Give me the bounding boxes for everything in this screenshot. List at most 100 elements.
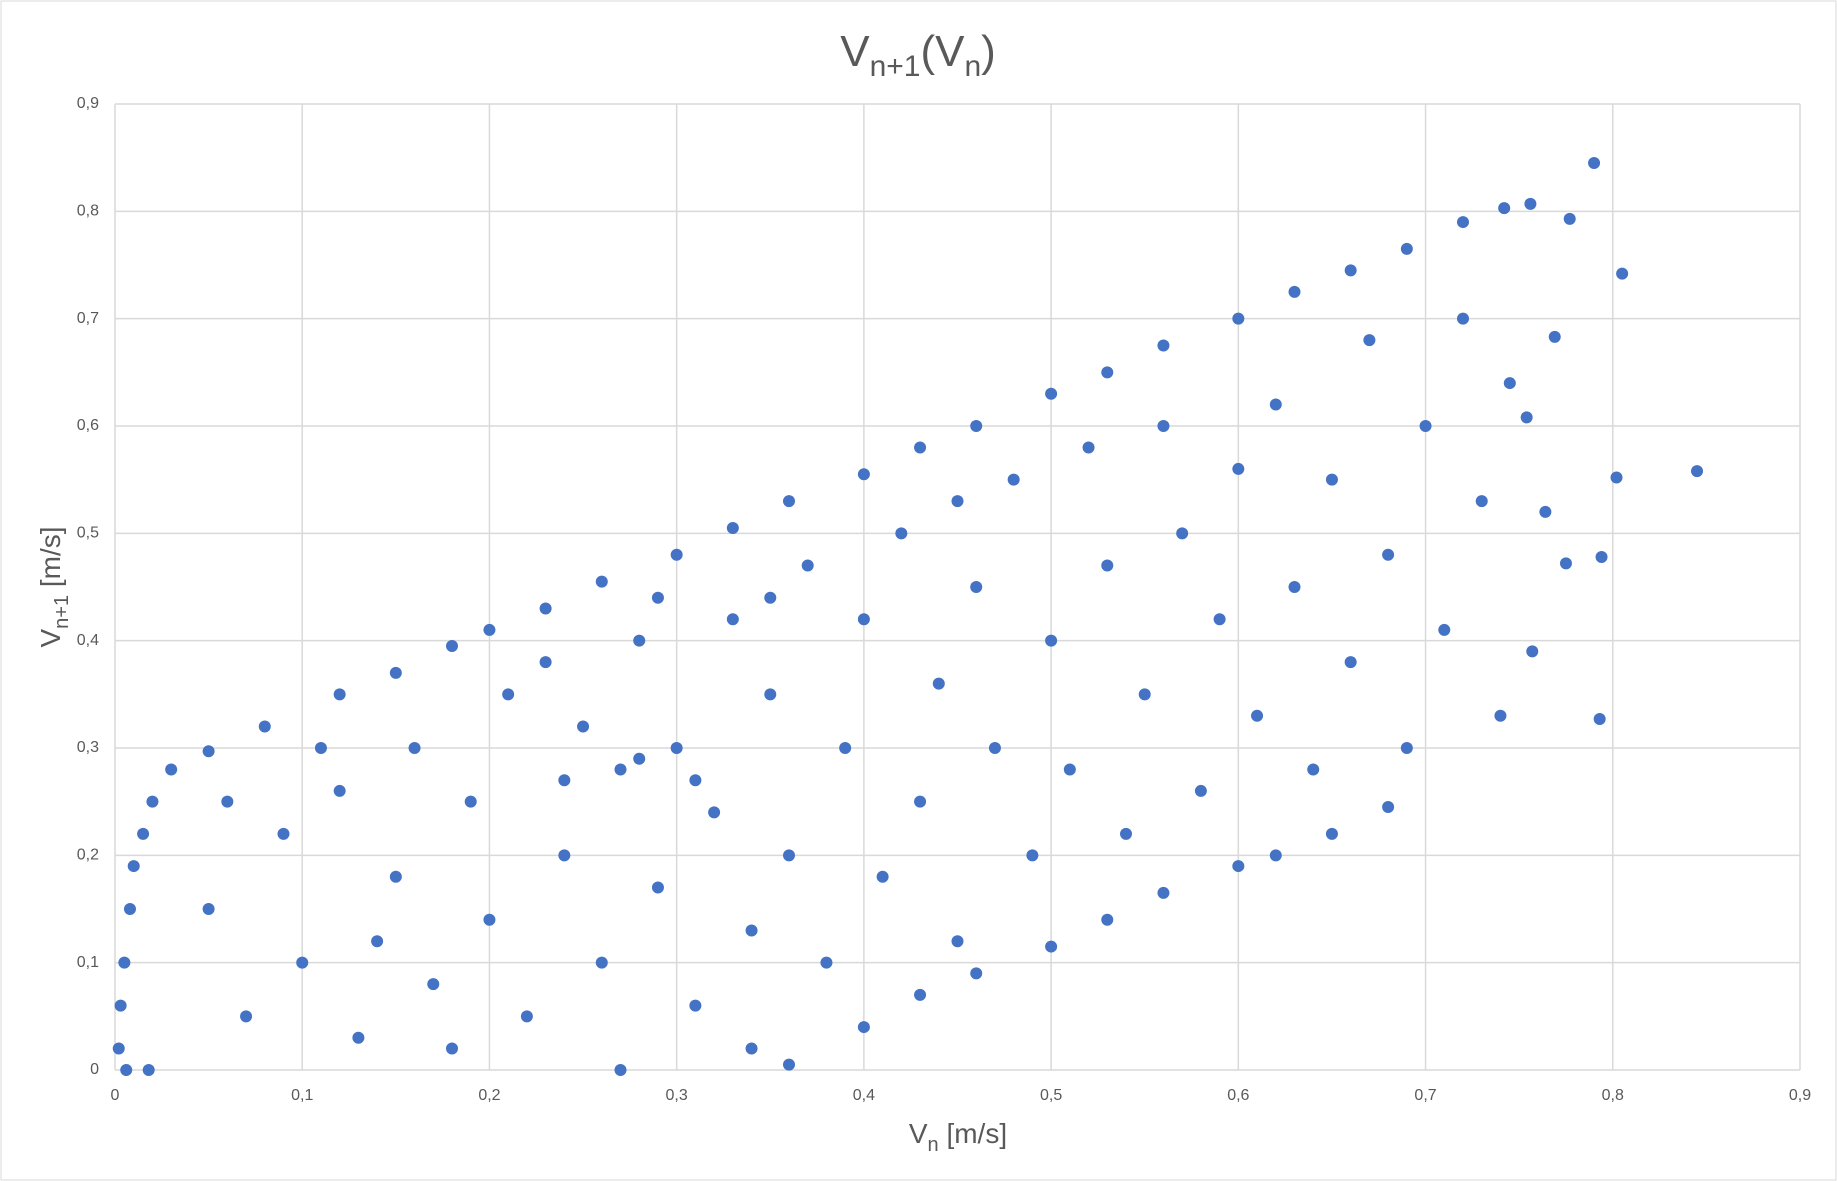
point: [1269, 849, 1282, 862]
x-tick-label: 0,7: [1414, 1087, 1436, 1104]
x-tick-label: 0,5: [1040, 1087, 1062, 1104]
point: [112, 1042, 125, 1055]
y-tick-label: 0,5: [77, 525, 99, 542]
point: [914, 795, 927, 808]
point: [689, 774, 702, 787]
point: [1082, 441, 1095, 454]
point: [1157, 420, 1170, 432]
point: [1382, 801, 1395, 814]
point: [670, 742, 683, 754]
point: [502, 688, 515, 701]
point: [595, 956, 608, 969]
point: [651, 591, 664, 604]
point: [1194, 784, 1207, 797]
x-tick-label: 0,3: [666, 1087, 688, 1104]
point: [389, 666, 402, 679]
x-tick-label: 0,1: [291, 1087, 313, 1104]
y-tick-label: 0: [90, 1061, 99, 1078]
point: [371, 935, 384, 948]
point: [1595, 550, 1608, 563]
point: [876, 870, 889, 883]
y-tick-label: 0,9: [77, 95, 99, 112]
y-tick-label: 0,1: [77, 954, 99, 971]
point: [296, 956, 309, 969]
point: [726, 613, 739, 626]
point: [970, 420, 983, 432]
point: [1400, 242, 1413, 255]
point: [539, 602, 552, 615]
point: [670, 548, 683, 561]
point: [1063, 763, 1076, 776]
point: [333, 688, 346, 701]
point: [520, 1010, 533, 1023]
point: [839, 742, 852, 754]
point: [1176, 527, 1189, 540]
y-tick-label: 0,6: [77, 417, 99, 434]
point: [633, 634, 646, 647]
point: [1120, 827, 1132, 840]
point: [1045, 940, 1058, 953]
y-tick-label: 0,8: [77, 203, 99, 220]
y-axis-label: Vn+1 [m/s]: [35, 526, 73, 647]
point: [558, 774, 571, 787]
point: [745, 924, 758, 937]
point: [914, 441, 927, 454]
point: [783, 1058, 795, 1071]
point: [708, 806, 721, 819]
point: [614, 1064, 627, 1076]
point: [970, 581, 983, 593]
point: [914, 988, 927, 1001]
point: [446, 640, 458, 653]
point: [1101, 366, 1114, 379]
point: [1045, 634, 1058, 647]
point: [988, 742, 1001, 754]
point: [614, 763, 627, 776]
point: [1616, 267, 1629, 280]
point: [764, 591, 777, 604]
point: [446, 1042, 458, 1055]
point: [1419, 420, 1432, 432]
x-tick-label: 0: [111, 1087, 120, 1104]
point: [483, 913, 496, 926]
x-tick-label: 0,6: [1227, 1087, 1249, 1104]
point: [1588, 157, 1601, 170]
point: [114, 999, 127, 1012]
point: [137, 827, 150, 840]
point: [142, 1064, 155, 1076]
point: [745, 1042, 758, 1055]
point: [1045, 387, 1058, 400]
y-tick-label: 0,4: [77, 632, 99, 649]
y-tick-label: 0,3: [77, 739, 99, 756]
x-tick-label: 0,2: [478, 1087, 500, 1104]
point: [1593, 713, 1606, 726]
point: [1269, 398, 1282, 411]
point: [1524, 197, 1537, 210]
point: [857, 468, 870, 481]
point: [1457, 216, 1469, 229]
point: [783, 849, 795, 862]
point: [783, 495, 795, 508]
point: [333, 784, 346, 797]
point: [202, 745, 215, 758]
x-tick-label: 0,9: [1789, 1087, 1811, 1104]
point: [1400, 742, 1413, 754]
point: [932, 677, 945, 690]
point: [1325, 473, 1338, 486]
point: [1288, 285, 1301, 298]
point: [1503, 377, 1516, 390]
point: [1232, 462, 1245, 475]
point: [1101, 559, 1114, 572]
point: [314, 742, 327, 754]
point: [483, 623, 496, 636]
point: [127, 860, 140, 873]
point: [1101, 913, 1114, 926]
point: [970, 967, 983, 980]
point: [1494, 709, 1507, 722]
y-tick-label: 0,7: [77, 310, 99, 327]
point: [1563, 212, 1576, 225]
point: [1325, 827, 1338, 840]
point: [689, 999, 702, 1012]
point: [651, 881, 664, 894]
point: [427, 978, 440, 991]
